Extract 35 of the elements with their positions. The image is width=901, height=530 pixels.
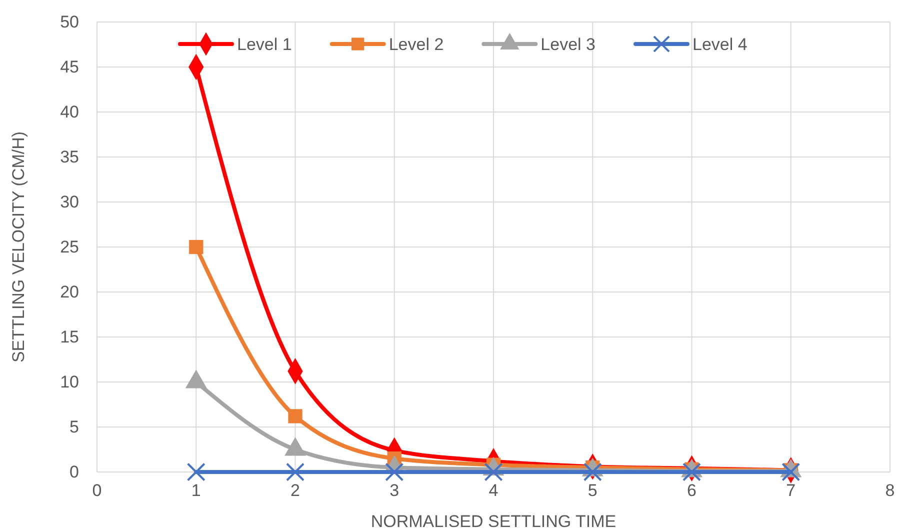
point: [288, 409, 302, 424]
y-tick-label: 50: [60, 12, 79, 32]
point: [189, 240, 204, 254]
point: [186, 462, 206, 482]
y-tick-label: 40: [60, 102, 79, 122]
x-tick-label: 7: [786, 481, 796, 500]
y-tick-label: 30: [60, 192, 79, 212]
x-axis-title: NORMALISED SETTLING TIME: [370, 512, 616, 530]
x-tick-label: 0: [92, 481, 102, 500]
y-tick-label: 10: [60, 372, 79, 392]
point: [385, 462, 404, 482]
y-axis-title: SETTLING VELOCITY (CM/H): [9, 131, 28, 363]
y-tick-label: 35: [60, 147, 79, 166]
x-tick-label: 3: [390, 481, 400, 500]
y-tick-label: 5: [70, 417, 79, 436]
point: [484, 462, 503, 482]
x-tick-label: 6: [687, 481, 696, 500]
point: [286, 462, 305, 482]
x-tick-label: 4: [488, 481, 498, 500]
y-tick-label: 25: [60, 237, 79, 256]
x-tick-label: 8: [885, 481, 895, 500]
x-tick-label: 1: [191, 481, 201, 500]
legend-label: Level 2: [388, 35, 444, 54]
y-tick-label: 20: [60, 282, 79, 302]
y-tick-label: 15: [60, 327, 79, 346]
x-tick-label: 2: [290, 481, 300, 500]
y-tick-label: 0: [70, 462, 79, 482]
point: [583, 462, 602, 482]
point: [782, 462, 800, 482]
point: [682, 462, 702, 482]
legend-label: Level 4: [692, 35, 748, 54]
legend-label: Level 1: [237, 35, 292, 54]
legend-label: Level 3: [540, 35, 596, 54]
x-tick-label: 5: [588, 481, 598, 500]
y-tick-label: 45: [60, 57, 79, 76]
